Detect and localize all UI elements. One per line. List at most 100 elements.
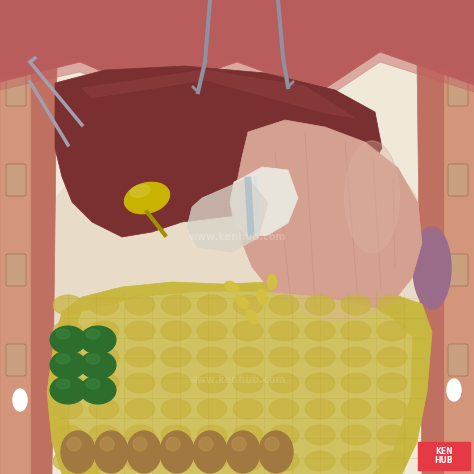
Ellipse shape xyxy=(305,451,335,471)
Polygon shape xyxy=(0,0,474,92)
Ellipse shape xyxy=(257,289,267,305)
Ellipse shape xyxy=(341,399,371,419)
Ellipse shape xyxy=(161,373,191,393)
Ellipse shape xyxy=(377,347,407,367)
FancyBboxPatch shape xyxy=(448,344,468,376)
Ellipse shape xyxy=(226,431,260,473)
Ellipse shape xyxy=(80,326,116,354)
Polygon shape xyxy=(0,0,62,474)
FancyBboxPatch shape xyxy=(6,164,26,196)
Ellipse shape xyxy=(100,437,114,451)
Polygon shape xyxy=(0,0,30,474)
Ellipse shape xyxy=(161,347,191,367)
Polygon shape xyxy=(0,50,474,102)
Ellipse shape xyxy=(259,431,293,473)
Polygon shape xyxy=(187,178,268,252)
Ellipse shape xyxy=(193,431,227,473)
Ellipse shape xyxy=(125,321,155,341)
Ellipse shape xyxy=(269,451,299,471)
Ellipse shape xyxy=(89,425,119,445)
Ellipse shape xyxy=(56,329,70,339)
Ellipse shape xyxy=(94,431,128,473)
Ellipse shape xyxy=(161,451,191,471)
Ellipse shape xyxy=(197,451,227,471)
Ellipse shape xyxy=(197,425,227,445)
FancyBboxPatch shape xyxy=(6,254,26,286)
Ellipse shape xyxy=(197,347,227,367)
Ellipse shape xyxy=(53,425,83,445)
Ellipse shape xyxy=(56,379,70,389)
Ellipse shape xyxy=(233,347,263,367)
Ellipse shape xyxy=(80,351,116,379)
Ellipse shape xyxy=(125,347,155,367)
Ellipse shape xyxy=(341,347,371,367)
Ellipse shape xyxy=(341,295,371,315)
Ellipse shape xyxy=(305,373,335,393)
Ellipse shape xyxy=(89,321,119,341)
Ellipse shape xyxy=(53,373,83,393)
Ellipse shape xyxy=(377,451,407,471)
Ellipse shape xyxy=(305,321,335,341)
Ellipse shape xyxy=(233,321,263,341)
Ellipse shape xyxy=(13,389,27,411)
Ellipse shape xyxy=(413,227,451,309)
Ellipse shape xyxy=(341,321,371,341)
Ellipse shape xyxy=(161,295,191,315)
Ellipse shape xyxy=(53,295,83,315)
Ellipse shape xyxy=(232,437,246,451)
Ellipse shape xyxy=(125,399,155,419)
Polygon shape xyxy=(412,0,474,474)
Ellipse shape xyxy=(197,321,227,341)
FancyBboxPatch shape xyxy=(448,74,468,106)
Ellipse shape xyxy=(53,347,83,367)
Polygon shape xyxy=(64,292,412,474)
Ellipse shape xyxy=(89,347,119,367)
Ellipse shape xyxy=(50,326,86,354)
Ellipse shape xyxy=(89,373,119,393)
FancyBboxPatch shape xyxy=(448,164,468,196)
Ellipse shape xyxy=(161,321,191,341)
Ellipse shape xyxy=(233,373,263,393)
Ellipse shape xyxy=(341,425,371,445)
Ellipse shape xyxy=(233,399,263,419)
Ellipse shape xyxy=(199,437,213,451)
Ellipse shape xyxy=(133,437,147,451)
Ellipse shape xyxy=(269,347,299,367)
Polygon shape xyxy=(55,66,382,237)
Polygon shape xyxy=(82,70,355,118)
Ellipse shape xyxy=(161,425,191,445)
Ellipse shape xyxy=(265,437,279,451)
Ellipse shape xyxy=(80,376,116,404)
Ellipse shape xyxy=(160,431,194,473)
Ellipse shape xyxy=(235,295,249,309)
Ellipse shape xyxy=(233,451,263,471)
Ellipse shape xyxy=(27,110,447,470)
Ellipse shape xyxy=(305,399,335,419)
Ellipse shape xyxy=(127,431,161,473)
Ellipse shape xyxy=(86,329,100,339)
Ellipse shape xyxy=(89,399,119,419)
Ellipse shape xyxy=(53,451,83,471)
Ellipse shape xyxy=(269,373,299,393)
Ellipse shape xyxy=(125,295,155,315)
Ellipse shape xyxy=(233,425,263,445)
Ellipse shape xyxy=(86,354,100,364)
Ellipse shape xyxy=(50,351,86,379)
Ellipse shape xyxy=(341,373,371,393)
Ellipse shape xyxy=(89,295,119,315)
Ellipse shape xyxy=(125,373,155,393)
Ellipse shape xyxy=(130,185,150,197)
Ellipse shape xyxy=(267,274,277,290)
Polygon shape xyxy=(230,167,298,237)
Ellipse shape xyxy=(161,399,191,419)
Ellipse shape xyxy=(269,295,299,315)
Ellipse shape xyxy=(447,379,461,401)
Ellipse shape xyxy=(197,295,227,315)
FancyBboxPatch shape xyxy=(6,344,26,376)
Ellipse shape xyxy=(377,425,407,445)
Ellipse shape xyxy=(233,295,263,315)
Ellipse shape xyxy=(67,437,81,451)
FancyBboxPatch shape xyxy=(6,74,26,106)
FancyBboxPatch shape xyxy=(448,254,468,286)
Ellipse shape xyxy=(246,310,258,324)
